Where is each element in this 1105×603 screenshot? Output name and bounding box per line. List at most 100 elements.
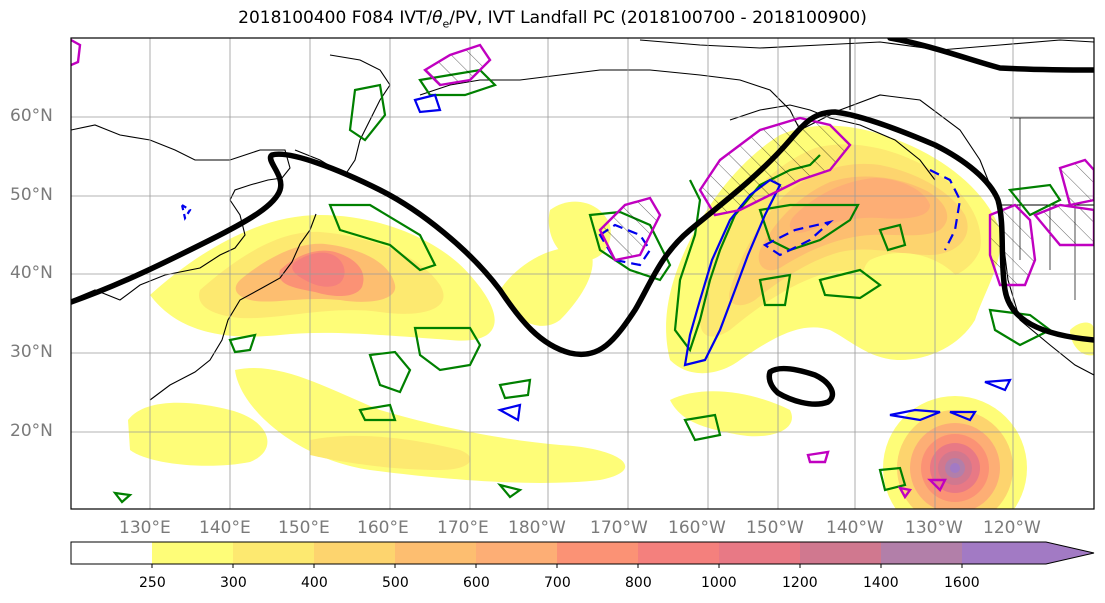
colorbar-cells	[71, 542, 1094, 568]
pv-contour-7	[758, 273, 792, 307]
map-frame	[70, 37, 1095, 510]
coast-japan	[149, 213, 317, 401]
colorbar-tick-700: 700	[544, 575, 571, 591]
pv-contour-6	[758, 203, 860, 252]
lat-label-50n: 50°N	[10, 185, 53, 205]
jet-contour-main	[71, 109, 1094, 358]
colorbar-outline	[70, 541, 1095, 565]
lat-label-60n: 60°N	[10, 106, 53, 126]
lon-label-140e: 140°E	[199, 518, 251, 538]
colorbar-tick-300: 300	[220, 575, 247, 591]
lon-label-150e: 150°E	[278, 518, 330, 538]
theta-e-contour-6	[889, 408, 941, 422]
pc-contour-5	[1033, 203, 1094, 247]
pv-contour-13	[1007, 183, 1062, 217]
ivt-ar-south-limb	[863, 252, 966, 346]
pv-contour-18	[496, 483, 523, 499]
colorbar-cell	[395, 542, 476, 564]
map-panel	[71, 38, 1094, 509]
colorbar-cell	[719, 542, 800, 564]
theta-e-contour-4	[929, 169, 962, 251]
colorbar-cell	[476, 542, 557, 564]
colorbar	[70, 541, 1095, 568]
pv-contour-16	[228, 333, 257, 354]
pc-contour-9	[927, 478, 947, 493]
coast-gulf	[729, 104, 936, 181]
pv-contour-8	[818, 268, 882, 300]
colorbar-tick-500: 500	[382, 575, 409, 591]
colorbar-tick-1000: 1000	[701, 575, 737, 591]
colorbar-cell	[800, 542, 881, 564]
colorbar-cell	[962, 542, 1094, 564]
colorbar-cell	[233, 542, 314, 564]
colorbar-tick-250: 250	[139, 575, 166, 591]
map-title: 2018100400 F084 IVT/θe/PV, IVT Landfall …	[0, 8, 1105, 30]
lon-label-170e: 170°E	[437, 518, 489, 538]
pv-contour-9	[878, 223, 907, 252]
pv-contour-17	[498, 378, 532, 400]
colorbar-cell	[152, 542, 233, 564]
title-suffix: /PV, IVT Landfall PC (2018100700 - 20181…	[449, 8, 867, 28]
colorbar-tick-800: 800	[625, 575, 652, 591]
theta-e-contour-8	[984, 378, 1012, 392]
ivt-shading	[128, 125, 1094, 509]
jet-contour-north	[887, 38, 1094, 73]
pv-contour-20	[358, 403, 397, 422]
lon-label-160e: 160°E	[357, 518, 409, 538]
theta-e-contour-5	[413, 93, 442, 114]
lon-label-150w: 150°W	[746, 518, 804, 538]
pv-contour-1	[413, 326, 482, 372]
title-theta-subscript: e	[442, 17, 450, 31]
theta-e-contour-9	[497, 403, 522, 422]
coast-canada	[639, 39, 1094, 51]
pv-contour-14	[683, 413, 722, 442]
pv-contour-10	[988, 308, 1053, 347]
colorbar-cell	[881, 542, 962, 564]
pc-contour-10	[897, 486, 913, 500]
pc-contour-7	[71, 38, 82, 67]
jet-contours	[71, 38, 1094, 407]
coast-asia	[71, 124, 291, 301]
title-theta: θ	[432, 8, 443, 28]
lat-label-30n: 30°N	[10, 342, 53, 362]
colorbar-cell	[314, 542, 395, 564]
jet-contour-closed	[766, 365, 836, 407]
pc-contour-4	[1058, 158, 1094, 207]
colorbar-cell	[638, 542, 719, 564]
ivt-band-south-2	[128, 402, 268, 466]
ivt-cyclone-1600	[950, 463, 960, 473]
pv-contour-15	[878, 466, 907, 492]
pv-contour-19	[112, 491, 133, 504]
lon-label-180w: 180°W	[508, 518, 566, 538]
colorbar-tick-1200: 1200	[782, 575, 818, 591]
theta-e-contour-10	[180, 202, 192, 221]
title-prefix: 2018100400 F084 IVT/	[238, 8, 433, 28]
pc-contour-2	[598, 196, 662, 262]
ivt-plume-west-900	[292, 252, 345, 287]
lon-label-160w: 160°W	[668, 518, 726, 538]
pc-contour-8	[806, 450, 830, 464]
lon-label-140w: 140°W	[826, 518, 884, 538]
pv-contour-2	[368, 350, 412, 394]
lat-label-20n: 20°N	[10, 421, 53, 441]
theta-e-contour-3	[762, 219, 834, 257]
colorbar-cell	[71, 542, 152, 564]
colorbar-tick-1600: 1600	[944, 575, 980, 591]
ivt-ar-600	[789, 178, 930, 233]
ivt-patch-dateline	[548, 201, 611, 261]
theta-e-contour-7	[949, 410, 977, 422]
pc-contour-3	[988, 203, 1037, 287]
pv-contour-12	[348, 83, 387, 142]
colorbar-cell	[557, 542, 638, 564]
ivt-patch-central	[500, 247, 593, 326]
pv-contour-3	[328, 203, 437, 272]
colorbar-tick-1400: 1400	[863, 575, 899, 591]
lon-label-130w: 130°W	[905, 518, 963, 538]
ivt-sw-tail	[670, 391, 792, 437]
lon-label-120w: 120°W	[983, 518, 1041, 538]
lon-label-170w: 170°W	[590, 518, 648, 538]
lon-label-130e: 130°E	[119, 518, 171, 538]
colorbar-tick-400: 400	[301, 575, 328, 591]
lat-label-40n: 40°N	[10, 263, 53, 283]
